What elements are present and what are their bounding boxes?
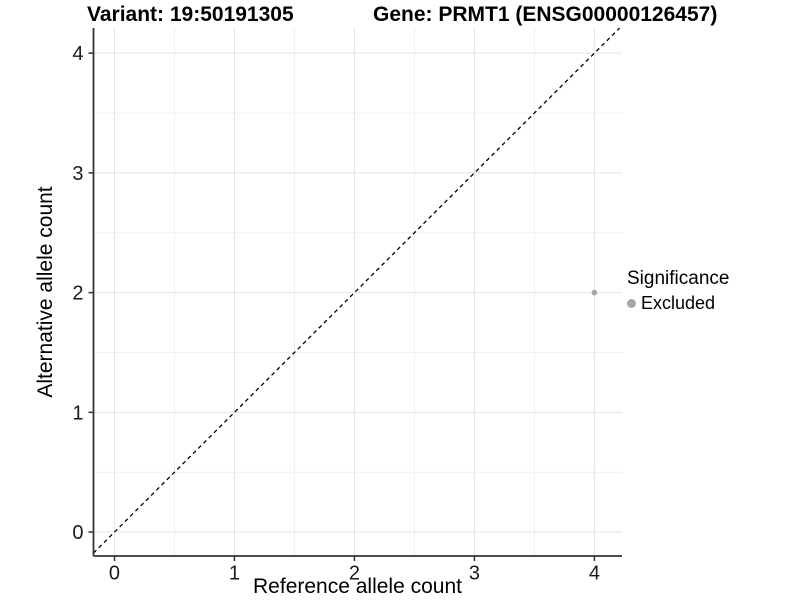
legend-item-excluded: Excluded: [627, 293, 729, 314]
x-tick-label: 0: [109, 563, 120, 585]
y-tick-label: 2: [72, 283, 83, 305]
x-tick-label: 3: [469, 563, 480, 585]
gene-title: Gene: PRMT1 (ENSG00000126457): [373, 3, 718, 26]
legend-title: Significance: [627, 268, 730, 289]
x-tick-label: 2: [349, 563, 360, 585]
identity-dashed-line: [93, 27, 620, 554]
y-tick-label: 4: [72, 43, 83, 65]
y-tick-label: 3: [72, 163, 83, 185]
legend-key-dot: [627, 299, 636, 308]
x-tick-label: 4: [589, 563, 600, 585]
y-axis-title: Alternative allele count: [34, 186, 57, 398]
y-tick-label: 0: [72, 522, 83, 544]
y-tick-label: 1: [72, 402, 83, 424]
variant-title: Variant: 19:50191305: [87, 3, 294, 26]
data-point-excluded: [591, 289, 598, 296]
legend: Significance Excluded: [627, 268, 729, 314]
x-tick-label: 1: [229, 563, 240, 585]
legend-item-label: Excluded: [641, 293, 716, 313]
x-axis-title: Reference allele count: [253, 575, 462, 598]
